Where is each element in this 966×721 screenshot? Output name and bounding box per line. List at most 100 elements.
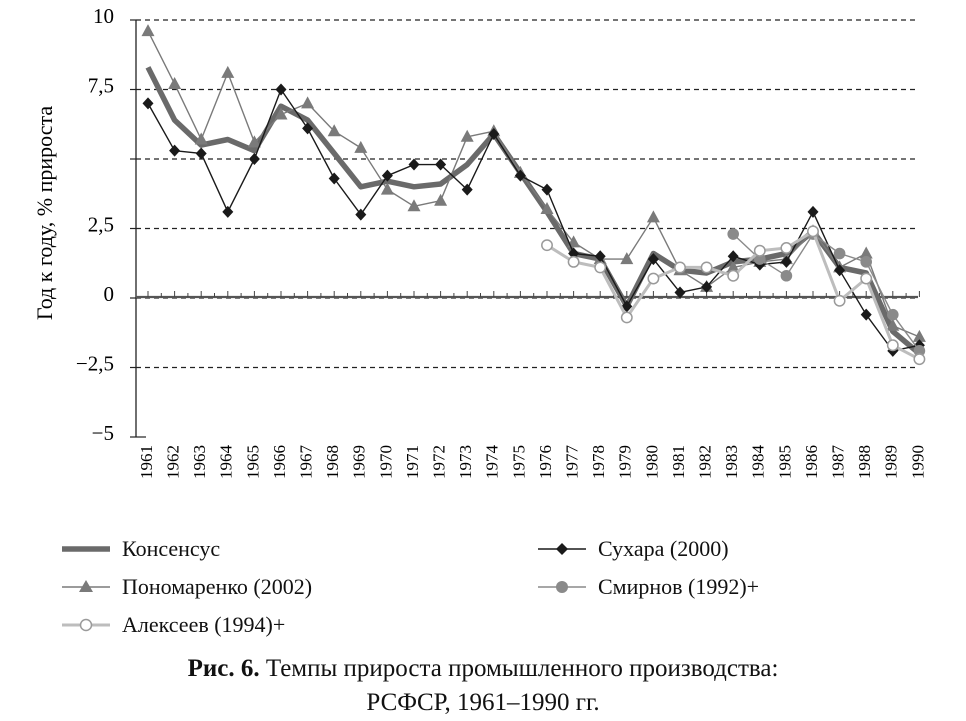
x-tick-label: 1980 [642,445,661,479]
data-point-circle [780,269,793,282]
x-tick-label: 1983 [722,445,741,479]
x-tick-label: 1978 [589,445,608,479]
data-point-diamond [142,97,154,110]
data-point-circle-open [594,261,607,274]
data-point-triangle [141,24,155,37]
data-point-circle [913,345,926,357]
data-point-diamond [727,250,739,263]
data-point-circle-open [727,269,740,282]
data-point-diamond [408,158,420,171]
x-tick-label: 1990 [908,445,927,479]
x-tick-label: 1982 [696,445,715,479]
caption-text-1: Темпы прироста промышленного производств… [265,655,779,682]
x-tick-label: 1967 [297,445,316,480]
y-tick-label: −2,5 [76,351,114,375]
series-1 [142,83,925,357]
data-point-diamond [780,255,792,268]
data-point-circle-open [833,294,846,307]
data-point-triangle [354,140,368,153]
chart: 10 7,5 2,5 0 −2,5 −5 1961 1962 1963 1964 1965 1966… [32,4,927,480]
legend-item-alekseev: Алексеев (1994)+ [60,610,285,640]
x-tick-label: 1987 [829,445,848,480]
legend-swatch-smirnov [538,581,586,593]
data-point-diamond [488,127,500,140]
y-tick-label: 0 [104,282,115,306]
x-tick-label: 1979 [616,445,635,479]
data-point-diamond [647,253,659,266]
x-tick-label: 1970 [376,445,395,479]
data-point-circle-open [753,244,766,257]
x-tick-label: 1988 [855,445,874,479]
data-point-diamond [275,83,287,96]
y-tick-label: 10 [93,4,114,28]
legend-label: Смирнов (1992)+ [598,574,760,599]
data-point-triangle [221,65,235,78]
legend-item-ponomarenko: Пономаренко (2002) [60,572,312,602]
data-point-diamond [222,205,234,218]
legend-swatch-ponomarenko [62,580,110,592]
series-4 [541,225,926,366]
data-point-diamond [674,286,686,299]
data-point-triangle [620,252,634,265]
data-point-diamond [195,147,207,160]
series-2 [141,24,926,342]
data-point-diamond [568,247,580,260]
legend-item-smirnov: Смирнов (1992)+ [536,572,759,602]
x-tick-label: 1981 [669,445,688,479]
data-point-circle-open [541,239,553,252]
data-point-diamond [302,122,314,135]
x-tick-label: 1976 [536,445,555,479]
data-point-diamond [435,158,447,171]
axes [130,19,920,438]
data-point-circle [887,308,899,321]
data-point-triangle [407,199,421,212]
y-tick-label: 2,5 [88,212,114,236]
data-point-diamond [461,183,473,196]
series-line [147,30,920,338]
legend-item-consensus: Консенсус [60,534,220,564]
data-point-circle-open [780,242,793,254]
data-point-diamond [328,172,340,185]
x-tick-label: 1985 [775,445,794,479]
legend-swatch-sukhara [538,543,586,555]
series-0 [145,66,922,356]
legend-label: Алексеев (1994)+ [122,612,286,637]
caption-line-1: Рис. 6. Темпы прироста промышленного про… [0,652,966,686]
data-point-triangle [912,329,926,342]
data-point-circle-open [807,225,819,238]
x-tick-label: 1965 [243,445,262,479]
legend-swatch-alekseev [62,618,110,632]
data-point-circle-open [913,353,926,366]
data-point-diamond [834,264,846,277]
data-point-triangle [194,132,208,145]
legend-label: Сухара (2000) [598,536,729,561]
x-tick-label: 1984 [749,445,768,480]
data-point-diamond [541,183,553,196]
x-tick-label: 1986 [802,445,821,479]
x-tick-labels: 1961 1962 1963 1964 1965 1966 1967 1968 1969 1970… [137,445,927,480]
data-point-circle [727,228,739,240]
data-point-diamond [701,280,713,293]
data-point-diamond [355,208,367,221]
data-point-triangle [380,182,394,195]
x-tick-label: 1961 [137,445,156,479]
data-point-triangle [540,202,554,215]
data-point-triangle [646,210,660,223]
x-tick-label: 1975 [509,445,528,479]
x-tick-label: 1989 [882,445,901,479]
data-point-triangle [327,124,341,137]
data-point-triangle [886,318,900,331]
legend-item-sukhara: Сухара (2000) [536,534,729,564]
legend-label: Консенсус [122,536,221,561]
legend: Консенсус Сухара (2000) Пономаренко (200… [0,528,966,648]
x-tick-label: 1972 [430,445,449,479]
y-tick-label: 7,5 [88,73,114,97]
caption-label: Рис. 6. [187,655,260,682]
x-tick-label: 1966 [270,445,289,479]
y-tick-labels: 10 7,5 2,5 0 −2,5 −5 [76,4,114,445]
y-axis-label: Год к году, % прироста [32,106,57,320]
data-point-circle-open [700,261,713,274]
data-point-triangle [301,96,315,109]
series-3 [727,228,926,357]
x-tick-label: 1963 [190,445,209,479]
